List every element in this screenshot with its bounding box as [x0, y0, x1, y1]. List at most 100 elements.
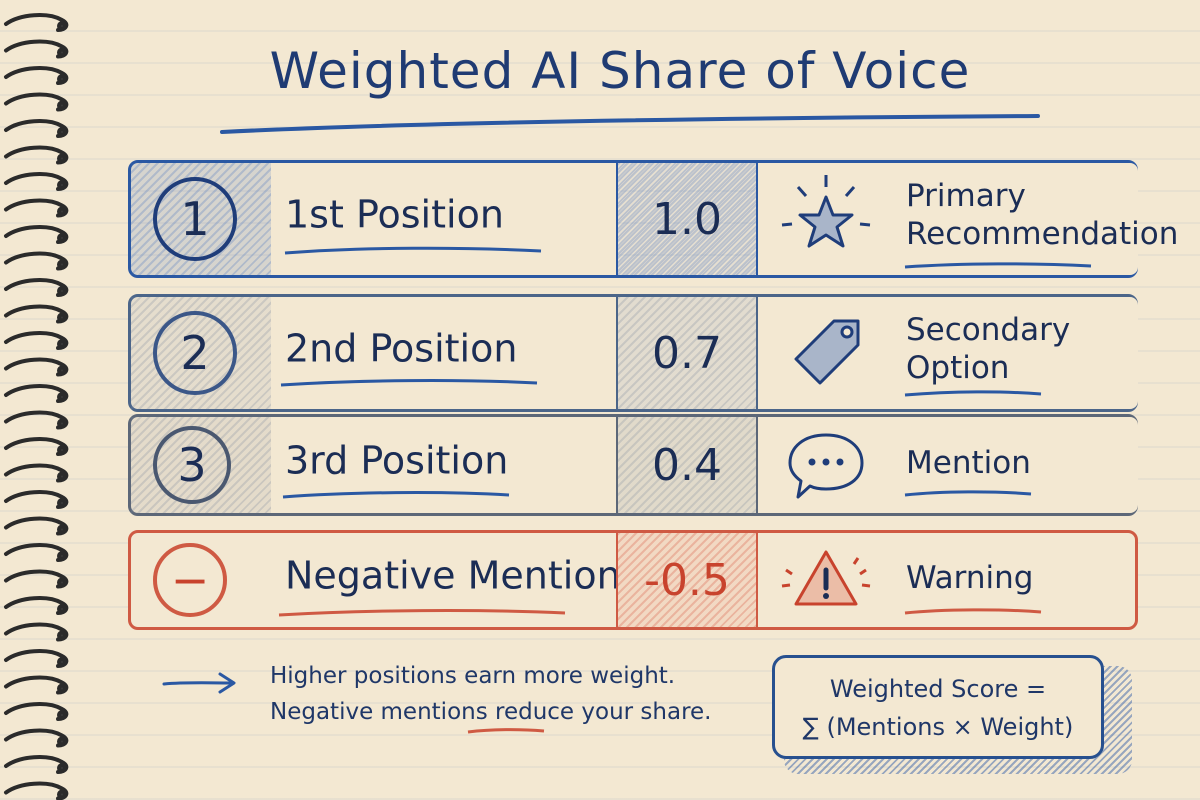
table-row-first-position: 1 1st Position 1.0 Primary Recommendatio… — [128, 160, 1178, 278]
spiral-ring — [4, 516, 69, 536]
table-row-second-position: 2 2nd Position 0.7 Secondary Option — [128, 294, 1138, 412]
meaning-underline — [904, 262, 1092, 269]
spiral-ring — [4, 357, 69, 377]
spiral-ring — [4, 145, 69, 165]
table-row-negative-mention: − Negative Mention -0.5 Warning — [128, 530, 1138, 630]
position-label-cell: Negative Mention — [271, 533, 621, 627]
meaning-line-1: Warning — [906, 560, 1034, 597]
meaning-underline — [904, 608, 1042, 615]
arrow-right-icon — [162, 672, 236, 694]
spiral-hole — [57, 471, 67, 482]
warning-icon — [781, 550, 871, 606]
spiral-ring — [4, 331, 69, 350]
weight-value: -0.5 — [616, 533, 758, 627]
spiral-hole — [57, 789, 67, 800]
spiral-hole — [57, 100, 67, 111]
spiral-ring — [4, 172, 69, 191]
position-label: 3rd Position — [285, 438, 509, 483]
footer-line-1: Higher positions earn more weight. — [270, 663, 676, 689]
meaning-text: Secondary Option — [906, 311, 1070, 387]
footer-note: Higher positions earn more weight. Negat… — [270, 658, 712, 730]
meaning-cell: Secondary Option — [758, 297, 1138, 409]
meaning-line-2: Option — [906, 350, 1010, 387]
spiral-hole — [57, 710, 67, 720]
spiral-ring — [4, 384, 69, 403]
spiral-hole — [57, 604, 67, 614]
formula-box-fill — [772, 655, 1104, 759]
spiral-hole — [57, 153, 67, 164]
speech-bubble-icon — [788, 433, 864, 499]
weight-value: 1.0 — [616, 163, 758, 275]
spiral-ring — [4, 543, 69, 562]
spiral-ring — [4, 198, 69, 218]
spiral-hole — [57, 74, 67, 84]
spiral-ring — [4, 728, 69, 748]
position-label-cell: 2nd Position — [271, 297, 616, 409]
spiral-hole — [57, 763, 67, 773]
spiral-ring — [4, 251, 69, 271]
rank-cell: 2 — [131, 297, 271, 409]
title-underline — [220, 114, 1040, 134]
spiral-hole — [57, 365, 67, 376]
spiral-ring — [4, 649, 69, 668]
spiral-ring — [4, 490, 69, 509]
weight-value: 0.7 — [616, 297, 758, 409]
footer-line-2: Negative mentions reduce your share. — [270, 699, 712, 725]
label-underline — [284, 246, 542, 255]
spiral-ring — [4, 675, 69, 695]
meaning-text: Mention — [906, 444, 1031, 482]
rank-circle: 3 — [153, 426, 231, 504]
spiral-hole — [57, 445, 67, 455]
label-underline — [282, 491, 510, 499]
meaning-text: Warning — [906, 559, 1033, 597]
position-label: Negative Mention — [285, 553, 621, 598]
spiral-ring — [4, 463, 69, 483]
meaning-line-1: Secondary — [906, 312, 1071, 349]
negative-circle: − — [153, 543, 227, 617]
rank-cell: 1 — [131, 163, 271, 275]
spiral-ring — [4, 596, 69, 615]
spiral-hole — [57, 524, 67, 535]
meaning-underline — [904, 390, 1042, 397]
position-label: 2nd Position — [285, 326, 518, 371]
meaning-cell: Primary Recommendation — [758, 163, 1178, 275]
formula-line-2: ∑ (Mentions × Weight) — [802, 713, 1074, 741]
spiral-hole — [57, 127, 67, 137]
rank-circle: 2 — [153, 311, 237, 395]
meaning-line-2: Recommendation — [906, 216, 1179, 253]
spiral-hole — [57, 657, 67, 667]
table-row-third-position: 3 3rd Position 0.4 Mention — [128, 414, 1138, 516]
spiral-ring — [4, 622, 69, 642]
spiral-ring — [4, 702, 69, 721]
spiral-ring — [4, 437, 69, 456]
spiral-hole — [57, 736, 67, 747]
position-label-cell: 1st Position — [271, 163, 616, 275]
position-label: 1st Position — [285, 192, 504, 237]
label-underline — [280, 379, 538, 387]
spiral-hole — [57, 498, 67, 508]
meaning-line-1: Mention — [906, 445, 1031, 482]
spiral-hole — [57, 551, 67, 561]
spiral-ring — [4, 119, 69, 138]
spiral-hole — [57, 312, 67, 323]
weight-value: 0.4 — [616, 417, 758, 513]
page-title: Weighted AI Share of Voice — [269, 42, 971, 100]
meaning-cell: Warning — [758, 533, 1138, 627]
label-underline — [278, 609, 566, 617]
spiral-ring — [4, 755, 69, 774]
spiral-hole — [57, 577, 67, 588]
formula-box: Weighted Score = ∑ (Mentions × Weight) — [772, 655, 1104, 759]
spiral-hole — [57, 206, 67, 217]
meaning-text: Primary Recommendation — [906, 177, 1178, 253]
meaning-line-1: Primary — [906, 178, 1026, 215]
formula-line-1: Weighted Score = — [829, 675, 1047, 703]
meaning-underline — [904, 490, 1032, 497]
spiral-hole — [57, 47, 67, 58]
star-icon — [781, 175, 871, 248]
spiral-hole — [57, 259, 67, 270]
spiral-ring — [4, 781, 69, 800]
rank-cell: − — [131, 533, 271, 627]
spiral-hole — [57, 418, 67, 429]
position-label-cell: 3rd Position — [271, 417, 616, 513]
spiral-ring — [4, 410, 69, 430]
